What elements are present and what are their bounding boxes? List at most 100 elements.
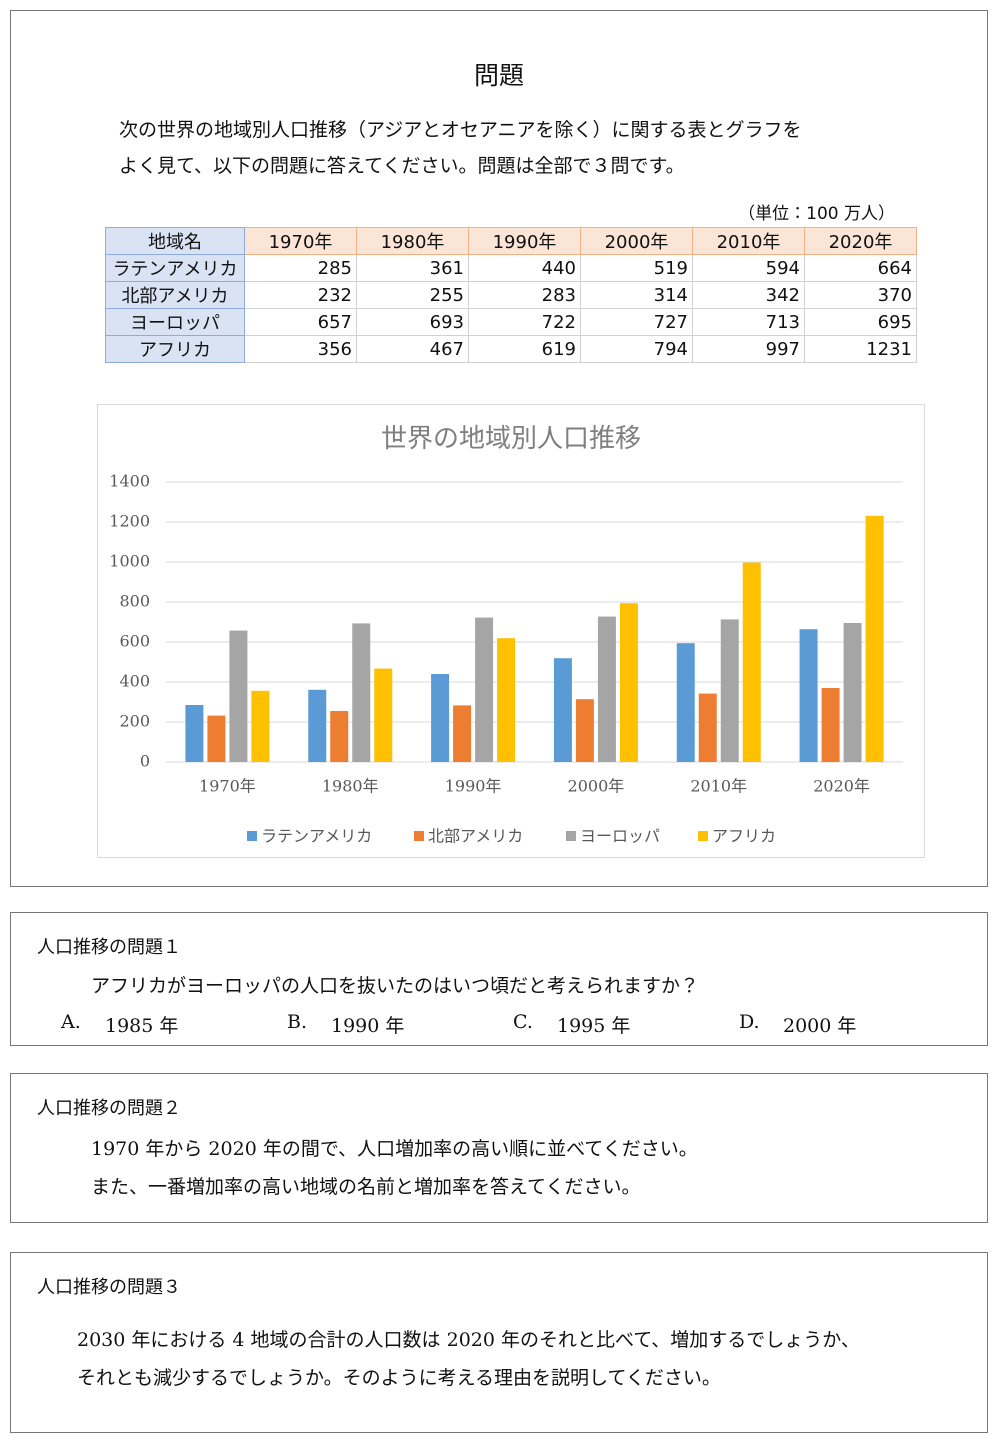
column-header: 地域名: [105, 227, 245, 255]
table-cell: 664: [804, 254, 917, 282]
legend-label: アフリカ: [712, 827, 776, 846]
x-tick-label: 2020年: [813, 777, 870, 796]
y-tick-label: 1000: [109, 552, 150, 571]
table-cell: 519: [580, 254, 693, 282]
problem-box: 問題 次の世界の地域別人口推移（アジアとオセアニアを除く）に関する表とグラフを …: [10, 10, 988, 887]
bar: [742, 562, 761, 762]
bar: [698, 693, 717, 762]
row-header: ラテンアメリカ: [105, 254, 245, 282]
option-text: 1995 年: [557, 1015, 631, 1037]
column-header: 1970年: [244, 227, 357, 255]
bar: [374, 668, 393, 762]
x-tick-label: 1970年: [199, 777, 256, 796]
legend-swatch: [414, 831, 424, 841]
column-header: 2010年: [692, 227, 805, 255]
table-row: ヨーロッパ 657 693 722 727 713 695: [105, 308, 917, 336]
x-tick-label: 2010年: [690, 777, 747, 796]
y-tick-label: 800: [119, 592, 150, 611]
legend-swatch: [698, 831, 708, 841]
legend-label: 北部アメリカ: [428, 827, 523, 846]
bar: [251, 690, 270, 762]
option-letter: B.: [287, 1011, 308, 1033]
bar: [720, 619, 739, 762]
option-letter: A.: [61, 1011, 81, 1033]
chart-title: 世界の地域別人口推移: [381, 424, 641, 454]
bar: [330, 711, 349, 762]
bar: [475, 617, 494, 762]
y-tick-label: 0: [140, 752, 150, 771]
legend-swatch: [566, 831, 576, 841]
table-cell: 722: [468, 308, 581, 336]
bar: [185, 705, 204, 762]
bar: [553, 658, 572, 762]
option-text: 1990 年: [331, 1015, 405, 1037]
bar: [676, 643, 695, 762]
bar: [308, 689, 327, 762]
question-title: 人口推移の問題１: [37, 937, 181, 958]
table-cell: 283: [468, 281, 581, 309]
table-cell: 693: [356, 308, 469, 336]
bar: [843, 623, 862, 762]
legend-label: ラテンアメリカ: [261, 827, 372, 846]
unit-label: （単位：100 万人）: [738, 204, 895, 224]
option-text: 1985 年: [105, 1015, 179, 1037]
x-tick-label: 1980年: [322, 777, 379, 796]
column-header: 2000年: [580, 227, 693, 255]
question-box: 人口推移の問題１ アフリカがヨーロッパの人口を抜いたのはいつ頃だと考えられますか？…: [10, 912, 988, 1046]
y-tick-label: 1400: [109, 472, 150, 491]
table-cell: 314: [580, 281, 693, 309]
table-cell: 1231: [804, 335, 917, 363]
question-text: それとも減少するでしょうか。そのように考える理由を説明してください。: [77, 1367, 721, 1389]
table-row: アフリカ 356 467 619 794 997 1231: [105, 335, 917, 363]
table-row: 北部アメリカ 232 255 283 314 342 370: [105, 281, 917, 309]
question-text: 1970 年から 2020 年の間で、人口増加率の高い順に並べてください。: [91, 1138, 698, 1160]
table-cell: 594: [692, 254, 805, 282]
table-cell: 356: [244, 335, 357, 363]
intro-line: よく見て、以下の問題に答えてください。問題は全部で３問です。: [119, 155, 685, 177]
question-text: また、一番増加率の高い地域の名前と増加率を答えてください。: [91, 1176, 641, 1198]
question-text: 2030 年における 4 地域の合計の人口数は 2020 年のそれと比べて、増加…: [77, 1329, 860, 1351]
bar: [821, 688, 840, 762]
bar: [597, 616, 616, 762]
bar: [865, 515, 884, 762]
question-text: アフリカがヨーロッパの人口を抜いたのはいつ頃だと考えられますか？: [91, 975, 700, 997]
bar: [497, 638, 516, 762]
table-cell: 255: [356, 281, 469, 309]
row-header: アフリカ: [105, 335, 245, 363]
x-tick-label: 2000年: [568, 777, 625, 796]
table-cell: 232: [244, 281, 357, 309]
table-cell: 695: [804, 308, 917, 336]
column-header: 1980年: [356, 227, 469, 255]
option-letter: C.: [513, 1011, 533, 1033]
table-cell: 467: [356, 335, 469, 363]
row-header: ヨーロッパ: [105, 308, 245, 336]
column-header: 1990年: [468, 227, 581, 255]
table-cell: 440: [468, 254, 581, 282]
page-title: 問題: [473, 61, 524, 90]
table-cell: 794: [580, 335, 693, 363]
y-tick-label: 1200: [109, 512, 150, 531]
table-cell: 342: [692, 281, 805, 309]
table-cell: 997: [692, 335, 805, 363]
bar: [207, 715, 226, 762]
table-cell: 713: [692, 308, 805, 336]
table-cell: 285: [244, 254, 357, 282]
question-box: 人口推移の問題２ 1970 年から 2020 年の間で、人口増加率の高い順に並べて…: [10, 1073, 988, 1223]
column-header: 2020年: [804, 227, 917, 255]
bar: [799, 629, 818, 762]
intro-line: 次の世界の地域別人口推移（アジアとオセアニアを除く）に関する表とグラフを: [119, 119, 802, 141]
option-letter: D.: [739, 1011, 760, 1033]
table-row: ラテンアメリカ 285 361 440 519 594 664: [105, 254, 917, 282]
y-tick-label: 200: [119, 712, 150, 731]
bar: [431, 674, 450, 762]
question-box: 人口推移の問題３ 2030 年における 4 地域の合計の人口数は 2020 年のそ…: [10, 1252, 988, 1433]
bar: [575, 699, 594, 762]
legend-swatch: [247, 831, 257, 841]
chart: 世界の地域別人口推移 0 200 400 600 800 1000 1200 1400 1970…: [97, 404, 925, 858]
bar: [229, 630, 248, 762]
row-header: 北部アメリカ: [105, 281, 245, 309]
x-tick-label: 1990年: [445, 777, 502, 796]
bar: [619, 603, 638, 762]
table-cell: 361: [356, 254, 469, 282]
